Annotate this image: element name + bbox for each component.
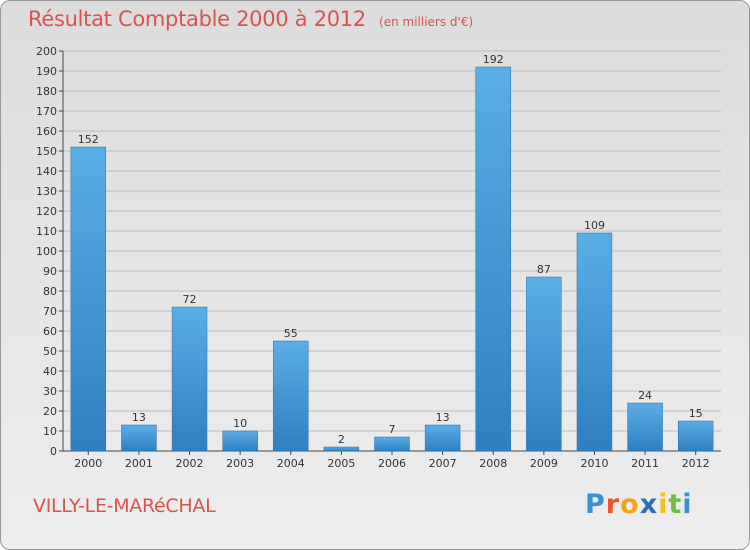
data-label: 10 [233, 417, 247, 430]
chart-title: Résultat Comptable 2000 à 2012 [28, 7, 366, 31]
x-tick-label: 2010 [580, 457, 608, 470]
y-tick-label: 190 [36, 65, 57, 78]
y-tick-label: 40 [43, 365, 57, 378]
bar [475, 66, 511, 452]
bar [424, 424, 461, 452]
y-tick-label: 10 [43, 425, 57, 438]
y-tick-label: 110 [36, 225, 57, 238]
x-tick-label: 2011 [631, 457, 659, 470]
bar [677, 420, 714, 452]
title-row: Résultat Comptable 2000 à 2012 (en milli… [28, 7, 473, 31]
bar [121, 424, 157, 452]
y-tick-label: 170 [36, 105, 57, 118]
data-label: 109 [584, 219, 605, 232]
data-label: 87 [537, 263, 551, 276]
x-tick-label: 2012 [682, 457, 710, 470]
data-label: 72 [183, 293, 197, 306]
data-label: 24 [638, 389, 652, 402]
commune-name: VILLY-LE-MARéCHAL [33, 495, 216, 517]
data-label: 7 [389, 423, 396, 436]
data-label: 55 [284, 327, 298, 340]
data-label: 192 [483, 53, 504, 66]
bar [374, 436, 410, 452]
y-tick-label: 180 [36, 85, 57, 98]
x-tick-label: 2007 [429, 457, 457, 470]
proxiti-logo: Proxiti [585, 489, 693, 520]
y-tick-label: 90 [43, 265, 57, 278]
y-tick-label: 70 [43, 305, 57, 318]
chart-subtitle: (en milliers d'€) [379, 15, 474, 29]
y-tick-label: 60 [43, 325, 57, 338]
y-tick-label: 100 [36, 245, 57, 258]
x-tick-label: 2003 [226, 457, 254, 470]
y-tick-label: 0 [50, 445, 57, 458]
y-tick-label: 80 [43, 285, 57, 298]
y-tick-label: 150 [36, 145, 57, 158]
bar [273, 340, 309, 452]
bar [627, 402, 663, 452]
y-tick-label: 20 [43, 405, 57, 418]
y-tick-label: 130 [36, 185, 57, 198]
y-tick-label: 120 [36, 205, 57, 218]
y-tick-label: 50 [43, 345, 57, 358]
x-tick-label: 2008 [479, 457, 507, 470]
data-label: 152 [78, 133, 99, 146]
data-label: 13 [132, 411, 146, 424]
x-tick-label: 2001 [125, 457, 153, 470]
x-tick-label: 2002 [176, 457, 204, 470]
data-label: 13 [436, 411, 450, 424]
bar [526, 276, 562, 452]
bar [323, 446, 360, 452]
x-tick-label: 2004 [277, 457, 305, 470]
bar [576, 232, 613, 452]
y-tick-label: 140 [36, 165, 57, 178]
data-label: 15 [689, 407, 703, 420]
data-label: 2 [338, 433, 345, 446]
x-tick-label: 2006 [378, 457, 406, 470]
bar [222, 430, 258, 452]
x-tick-label: 2009 [530, 457, 558, 470]
y-tick-label: 160 [36, 125, 57, 138]
x-tick-label: 2005 [327, 457, 355, 470]
y-tick-label: 30 [43, 385, 57, 398]
bar [171, 306, 208, 452]
y-tick-label: 200 [36, 45, 57, 58]
x-tick-label: 2000 [74, 457, 102, 470]
bar [70, 146, 107, 452]
